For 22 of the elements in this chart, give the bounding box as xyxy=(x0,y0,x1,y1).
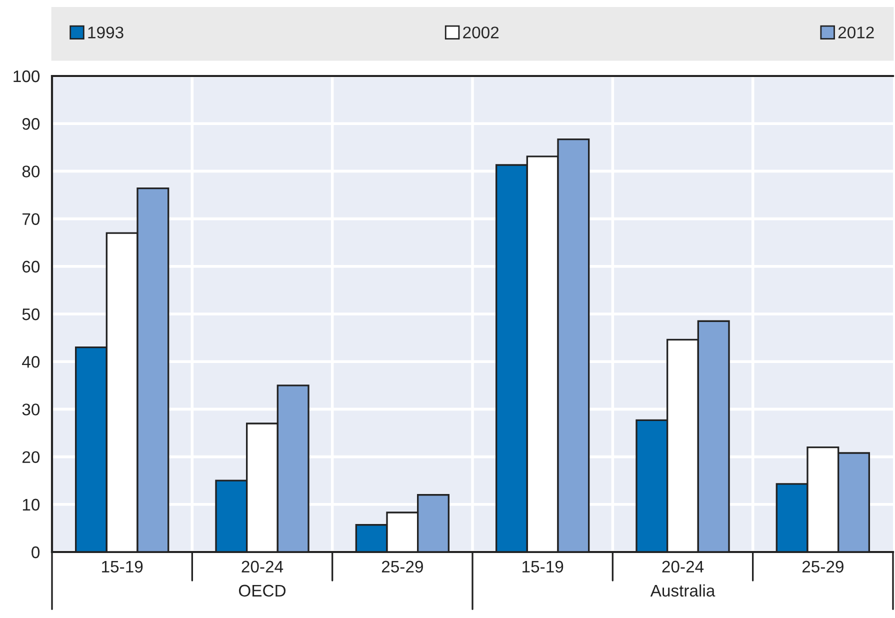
y-tick-label: 20 xyxy=(22,451,40,464)
y-tick-label: 80 xyxy=(22,166,40,178)
x-tick-label: 15-19 xyxy=(522,560,564,573)
y-tick-label: 70 xyxy=(22,213,40,226)
y-tick-label: 60 xyxy=(22,260,40,273)
text: OECD xyxy=(238,584,286,597)
x-tick-label: 25-29 xyxy=(802,560,844,573)
x-tick-label: 25-29 xyxy=(382,560,423,573)
y-tick-label: 50 xyxy=(22,308,40,320)
legend-label: 2012 xyxy=(838,26,874,38)
y-tick-label: 90 xyxy=(22,118,40,130)
x-tick-label: 20-24 xyxy=(242,560,284,573)
x-tick-label: 15-19 xyxy=(102,560,143,573)
y-tick-label: 10 xyxy=(22,498,40,511)
y-tick-label: 30 xyxy=(22,404,40,416)
x-tick-label: 20-24 xyxy=(662,560,704,573)
legend-label: 1993 xyxy=(88,26,124,38)
text: Australia xyxy=(650,584,716,597)
y-tick-label: 40 xyxy=(22,356,40,368)
y-tick-label: 100 xyxy=(14,70,40,82)
legend-label: 2002 xyxy=(463,26,499,38)
y-tick-label: 0 xyxy=(32,546,40,558)
